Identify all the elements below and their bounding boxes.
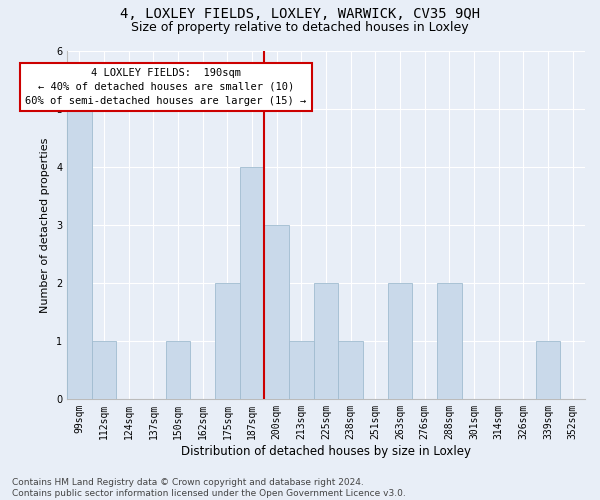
Y-axis label: Number of detached properties: Number of detached properties bbox=[40, 138, 50, 313]
Bar bbox=[67, 110, 92, 399]
Bar bbox=[314, 283, 338, 399]
Bar bbox=[338, 341, 363, 399]
Bar bbox=[536, 341, 560, 399]
Bar bbox=[166, 341, 190, 399]
Bar bbox=[437, 283, 461, 399]
Text: Contains HM Land Registry data © Crown copyright and database right 2024.
Contai: Contains HM Land Registry data © Crown c… bbox=[12, 478, 406, 498]
X-axis label: Distribution of detached houses by size in Loxley: Distribution of detached houses by size … bbox=[181, 444, 471, 458]
Text: Size of property relative to detached houses in Loxley: Size of property relative to detached ho… bbox=[131, 21, 469, 34]
Bar bbox=[92, 341, 116, 399]
Bar bbox=[240, 168, 265, 399]
Bar bbox=[388, 283, 412, 399]
Text: 4, LOXLEY FIELDS, LOXLEY, WARWICK, CV35 9QH: 4, LOXLEY FIELDS, LOXLEY, WARWICK, CV35 … bbox=[120, 8, 480, 22]
Bar bbox=[215, 283, 240, 399]
Bar bbox=[289, 341, 314, 399]
Text: 4 LOXLEY FIELDS:  190sqm
← 40% of detached houses are smaller (10)
60% of semi-d: 4 LOXLEY FIELDS: 190sqm ← 40% of detache… bbox=[25, 68, 307, 106]
Bar bbox=[265, 225, 289, 399]
